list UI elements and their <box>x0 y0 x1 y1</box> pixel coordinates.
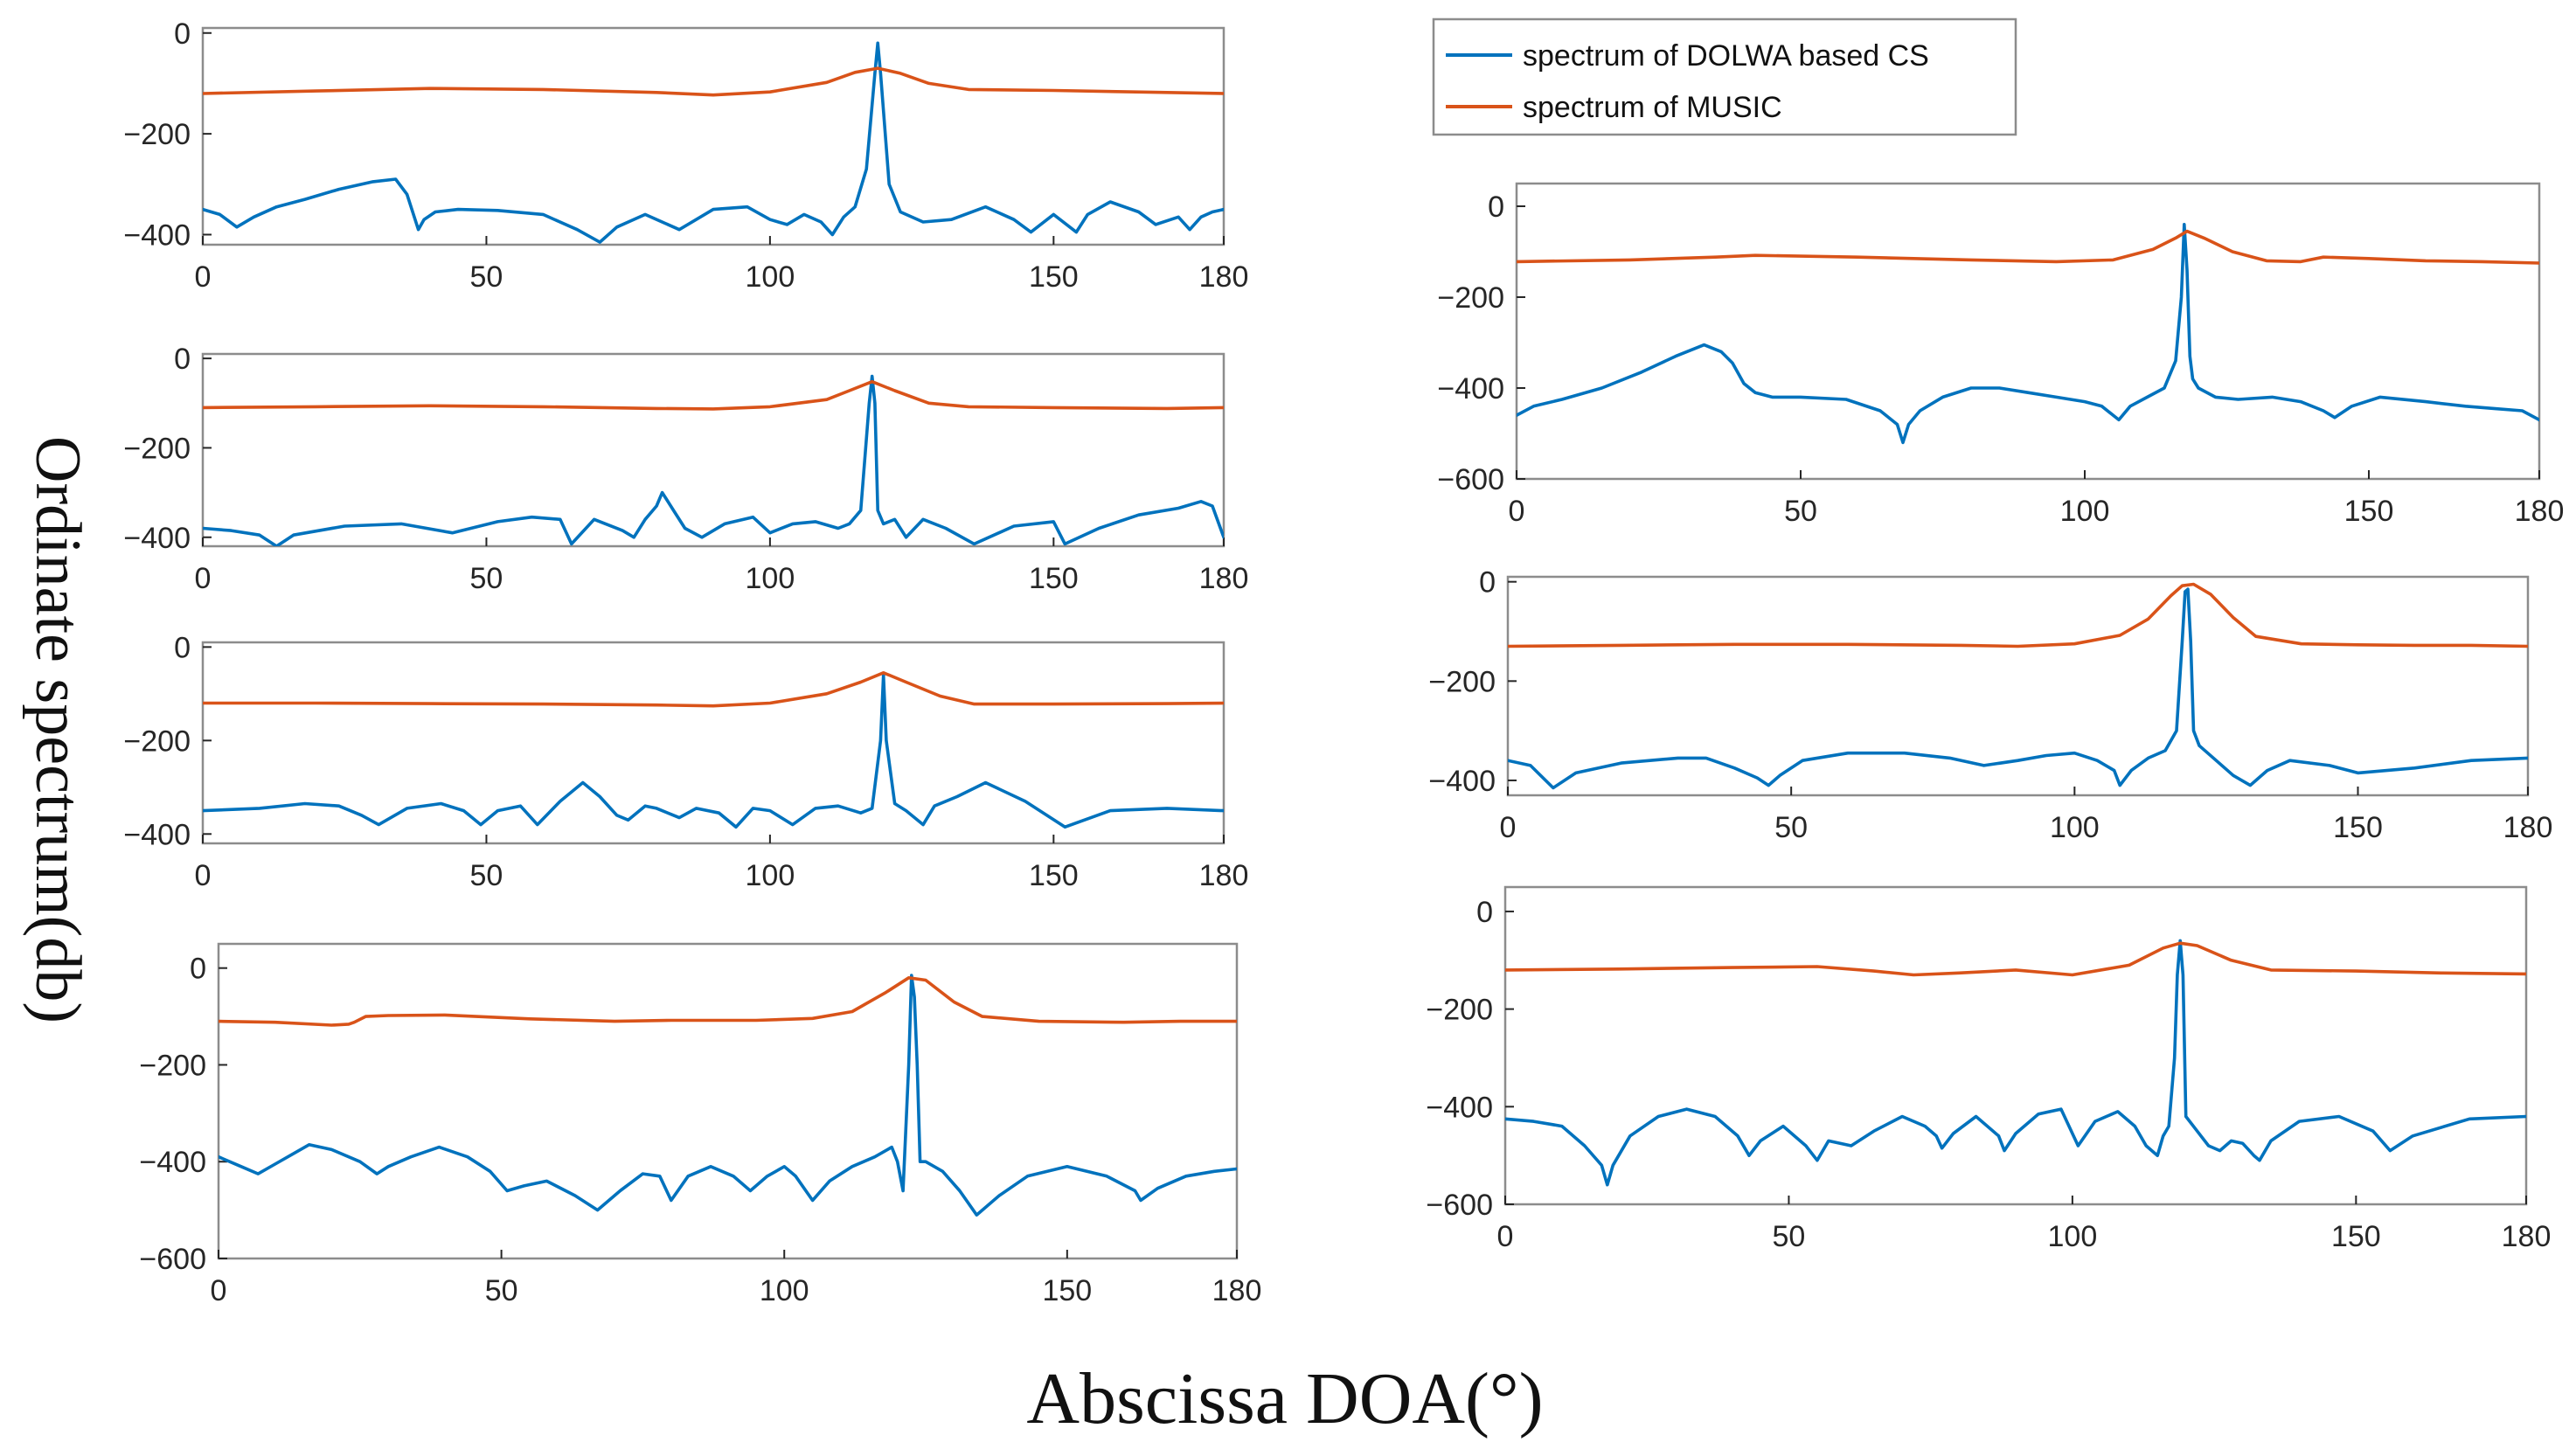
legend: spectrum of DOLWA based CS spectrum of M… <box>1432 17 2017 136</box>
x-tick-label: 50 <box>1773 1220 1806 1253</box>
x-tick-label: 100 <box>2060 495 2110 528</box>
panel-r2: 0 50 100 150 180 0 −200 −400 <box>1428 566 2552 844</box>
y-tick-label: −200 <box>123 432 191 465</box>
x-tick-label: 100 <box>746 859 795 892</box>
series-line-cs <box>203 673 1224 829</box>
y-tick-label: 0 <box>190 953 206 986</box>
y-tick-label: −400 <box>1426 1091 1493 1124</box>
series-line-cs <box>1508 587 2528 790</box>
x-tick-label: 150 <box>1029 260 1079 294</box>
y-tick-label: 0 <box>174 631 191 664</box>
x-tick-label: 0 <box>211 1274 227 1307</box>
plot-frame <box>201 641 1226 845</box>
x-tick-label: 50 <box>1774 811 1808 844</box>
y-tick-label: −400 <box>123 522 191 555</box>
series-line-music <box>1505 941 2526 977</box>
y-tick-label: 0 <box>1479 566 1496 600</box>
x-tick-label: 180 <box>1199 859 1249 892</box>
panel-r3: 0 50 100 150 180 0 −200 −400 −600 <box>1426 885 2552 1253</box>
x-tick-label: 0 <box>1497 1220 1514 1253</box>
x-tick-label: 100 <box>2050 811 2100 844</box>
x-tick-label: 150 <box>2331 1220 2381 1253</box>
y-tick-label: −400 <box>123 818 191 851</box>
series-line-cs <box>203 41 1224 244</box>
plot-frame <box>1506 575 2530 797</box>
x-tick-label: 180 <box>1199 562 1249 595</box>
y-tick-label: −400 <box>123 218 191 252</box>
panel-l3: 0 50 100 150 180 0 −200 −400 <box>123 631 1248 892</box>
figure-xlabel: Abscissa DOA(°) <box>1026 1358 1543 1439</box>
x-tick-label: 180 <box>1199 260 1249 294</box>
x-tick-label: 150 <box>2333 811 2383 844</box>
y-tick-label: 0 <box>1476 896 1493 929</box>
x-tick-label: 180 <box>2503 811 2553 844</box>
y-tick-label: −600 <box>139 1243 206 1276</box>
panel-l4: 0 50 100 150 180 0 −200 −400 −600 <box>139 942 1262 1307</box>
plot-frame <box>1503 885 2528 1206</box>
x-tick-label: 0 <box>195 859 212 892</box>
series-line-music <box>203 379 1224 411</box>
x-tick-label: 100 <box>760 1274 809 1307</box>
y-tick-label: −600 <box>1426 1189 1493 1222</box>
x-tick-label: 100 <box>2048 1220 2098 1253</box>
x-tick-label: 180 <box>1212 1274 1262 1307</box>
x-tick-label: 50 <box>470 260 503 294</box>
series-line-music <box>1508 582 2528 648</box>
legend-box <box>1432 17 2017 136</box>
y-tick-label: −200 <box>1426 994 1493 1027</box>
x-tick-label: 0 <box>195 562 212 595</box>
legend-entry-music: spectrum of MUSIC <box>1523 91 1782 124</box>
x-tick-label: 50 <box>485 1274 518 1307</box>
y-tick-label: −200 <box>123 118 191 151</box>
x-tick-label: 180 <box>2515 495 2565 528</box>
y-tick-label: −400 <box>1437 372 1504 406</box>
x-tick-label: 150 <box>1029 562 1079 595</box>
x-tick-label: 50 <box>470 562 503 595</box>
x-tick-label: 0 <box>1509 495 1525 528</box>
series-line-music <box>1517 229 2539 265</box>
panel-r1: 0 50 100 150 180 0 −200 −400 −600 <box>1437 182 2565 528</box>
y-tick-label: −400 <box>139 1146 206 1179</box>
series-line-cs <box>1517 222 2539 445</box>
series-line-cs <box>203 374 1224 546</box>
x-tick-label: 50 <box>1784 495 1817 528</box>
x-tick-label: 0 <box>195 260 212 294</box>
series-line-music <box>203 670 1224 708</box>
series-line-music <box>219 976 1237 1027</box>
y-tick-label: 0 <box>174 343 191 376</box>
x-tick-label: 150 <box>1042 1274 1092 1307</box>
y-tick-label: −200 <box>1437 281 1504 315</box>
series-line-music <box>203 66 1224 97</box>
y-tick-label: 0 <box>174 17 191 51</box>
plot-frame <box>201 352 1226 548</box>
panel-l2: 0 50 100 150 180 0 −200 −400 <box>123 343 1248 595</box>
plot-frame <box>1515 182 2541 481</box>
y-tick-label: −400 <box>1428 765 1496 798</box>
plot-frame <box>201 26 1226 246</box>
x-tick-label: 100 <box>746 562 795 595</box>
y-tick-label: −200 <box>1428 665 1496 698</box>
x-tick-label: 150 <box>2344 495 2394 528</box>
y-tick-label: −200 <box>123 725 191 758</box>
figure-ylabel: Ordinate spectrum(db) <box>22 436 94 1023</box>
x-tick-label: 100 <box>746 260 795 294</box>
y-tick-label: 0 <box>1488 191 1504 224</box>
y-tick-label: −200 <box>139 1049 206 1082</box>
series-line-cs <box>219 974 1237 1217</box>
x-tick-label: 0 <box>1500 811 1517 844</box>
x-tick-label: 50 <box>470 859 503 892</box>
x-tick-label: 150 <box>1029 859 1079 892</box>
legend-entry-cs: spectrum of DOLWA based CS <box>1523 39 1929 73</box>
panel-l1: 0 50 100 150 180 0 −200 −400 <box>123 17 1248 294</box>
x-tick-label: 180 <box>2502 1220 2552 1253</box>
y-tick-label: −600 <box>1437 463 1504 496</box>
series-line-cs <box>1505 939 2526 1187</box>
plot-frame <box>217 942 1239 1260</box>
